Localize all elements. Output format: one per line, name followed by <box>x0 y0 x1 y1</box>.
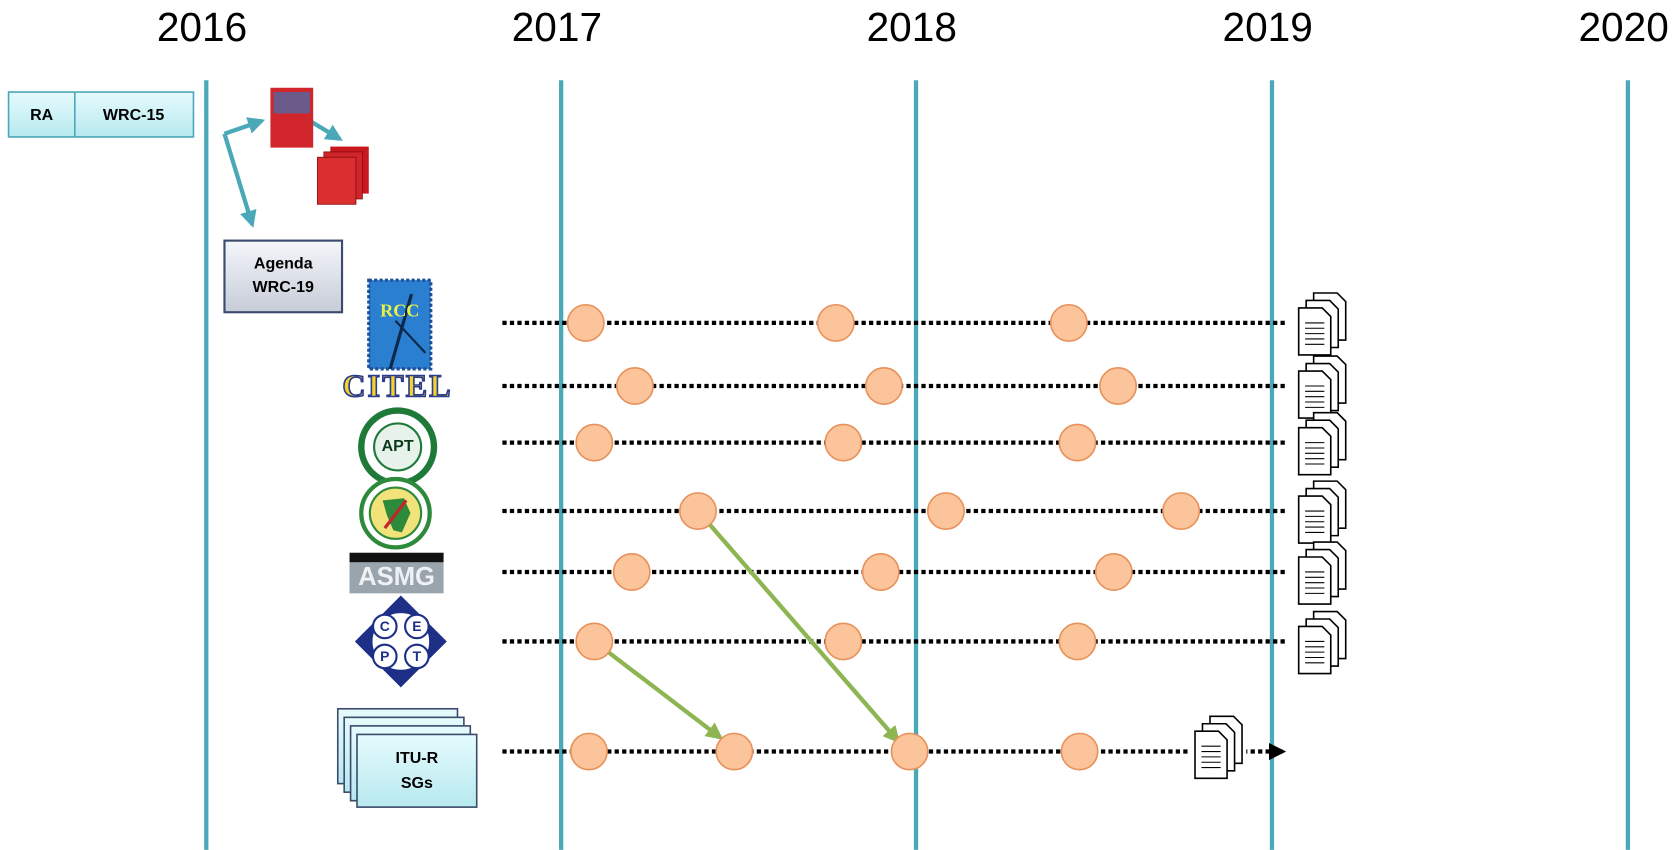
agenda-line: Agenda <box>254 254 314 272</box>
year-label: 2018 <box>867 4 957 50</box>
document-stack <box>1299 356 1346 418</box>
meeting <box>818 305 854 341</box>
timeline-diagram: RA WRC-15 Agenda WRC-19 RCC CITEL APT AS… <box>0 0 1676 850</box>
ra-label: RA <box>30 106 54 124</box>
itu-line: SGs <box>401 774 433 792</box>
document <box>1299 557 1331 604</box>
meeting <box>1061 733 1097 769</box>
cept-letter: C <box>380 618 390 634</box>
meeting <box>1163 493 1199 529</box>
cept-letter: P <box>380 648 389 664</box>
meeting <box>576 623 612 659</box>
cept-logo <box>355 595 447 687</box>
document-stack <box>1195 716 1242 778</box>
meeting <box>825 623 861 659</box>
arrow <box>224 134 252 225</box>
document-stack <box>1299 612 1346 674</box>
green-arrow <box>698 511 898 741</box>
meeting <box>614 554 650 590</box>
arrow <box>310 121 340 139</box>
meeting <box>568 305 604 341</box>
agenda-line: WRC-19 <box>253 278 314 296</box>
year-label: 2019 <box>1223 4 1313 50</box>
meeting <box>617 368 653 404</box>
year-label: 2017 <box>512 4 602 50</box>
document-stack <box>1299 413 1346 475</box>
meeting <box>1051 305 1087 341</box>
arrow <box>224 121 261 134</box>
document <box>1299 308 1331 355</box>
cept-letter: T <box>413 648 422 664</box>
document-stack <box>1299 542 1346 604</box>
atu-logo <box>361 479 429 547</box>
document-stack <box>1299 293 1346 355</box>
asmg-text: ASMG <box>358 563 435 591</box>
page: RA WRC-15 Agenda WRC-19 RCC CITEL APT AS… <box>0 0 1676 850</box>
itu-line: ITU-R <box>396 749 439 767</box>
meeting <box>1096 554 1132 590</box>
asmg-bar <box>350 553 444 563</box>
meeting <box>863 554 899 590</box>
document <box>1299 371 1331 418</box>
meeting <box>928 493 964 529</box>
document <box>1299 626 1331 673</box>
meeting <box>680 493 716 529</box>
meeting <box>1059 623 1095 659</box>
book-stack <box>317 147 368 205</box>
rcc-logo <box>369 280 431 369</box>
document <box>1299 496 1331 543</box>
itu-box <box>357 734 477 807</box>
agenda-box <box>224 241 342 313</box>
meeting <box>866 368 902 404</box>
meeting <box>576 424 612 460</box>
year-label: 2020 <box>1578 4 1668 50</box>
citel-text: CITEL <box>342 368 452 404</box>
apt-text: APT <box>382 437 414 455</box>
meeting <box>1059 424 1095 460</box>
wrc15-label: WRC-15 <box>103 106 164 124</box>
document <box>1299 428 1331 475</box>
book-image <box>274 92 310 113</box>
meeting <box>716 733 752 769</box>
meeting <box>891 733 927 769</box>
document-stack <box>1299 481 1346 543</box>
document <box>1195 731 1227 778</box>
meeting <box>1100 368 1136 404</box>
green-arrow <box>594 641 720 737</box>
year-label: 2016 <box>157 4 247 50</box>
cept-letter: E <box>412 618 421 634</box>
meeting <box>571 733 607 769</box>
rcc-text: RCC <box>380 300 419 320</box>
meeting <box>825 424 861 460</box>
